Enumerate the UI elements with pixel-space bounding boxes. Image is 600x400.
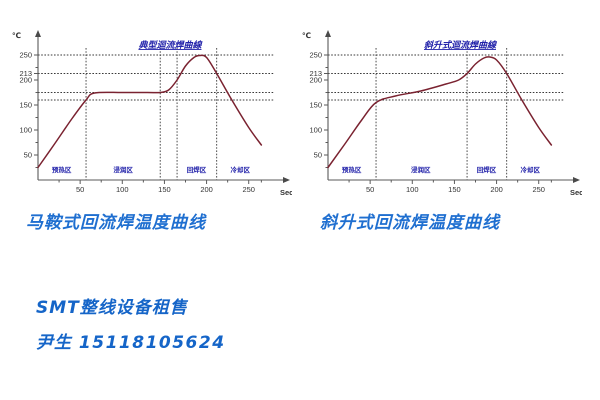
promo-contact: 尹生 15118105624 [36, 328, 226, 353]
zone-label-3: 冷却区 [521, 165, 541, 174]
temperature-profile-curve [37, 54, 263, 169]
y-tick-label-213: 213 [19, 69, 32, 78]
chart-title: 典型迴流焊曲線 [138, 40, 203, 51]
y-tick-label-150: 150 [19, 101, 32, 110]
temperature-profile-curve [327, 56, 553, 169]
zone-label-1: 浸润区 [411, 165, 431, 174]
y-tick-label-150: 150 [309, 101, 322, 110]
x-tick-label-200: 200 [490, 185, 503, 194]
contact-name: 尹生 [36, 333, 72, 353]
zone-label-2: 回焊区 [477, 165, 497, 174]
x-axis-unit-label: Sec [570, 188, 582, 197]
x-tick-label-250: 250 [532, 185, 545, 194]
y-tick-label-250: 250 [309, 51, 322, 60]
x-tick-label-150: 150 [448, 185, 461, 194]
y-axis-arrow-icon [35, 30, 41, 37]
y-tick-label-250: 250 [19, 51, 32, 60]
y-tick-label-100: 100 [19, 126, 32, 135]
x-tick-label-250: 250 [242, 185, 255, 194]
x-tick-label-100: 100 [116, 185, 129, 194]
y-axis-unit-label: ℃ [302, 31, 311, 40]
chart-ramp-profile: 50 100 150 200 213 250 50 100 150 200 250 ℃ Sec 预热区 浸润… [292, 28, 582, 203]
x-tick-label-150: 150 [158, 185, 171, 194]
y-axis-unit-label: ℃ [12, 31, 21, 40]
zone-label-2: 回焊区 [187, 165, 207, 174]
zone-label-3: 冷却区 [231, 165, 251, 174]
charts-row: 50 100 150 200 213 250 50 100 150 200 250 ℃ Sec 预热区 浸润… [0, 28, 600, 203]
y-tick-label-50: 50 [24, 151, 32, 160]
y-tick-label-200: 200 [309, 76, 322, 85]
y-tick-label-213: 213 [309, 69, 322, 78]
caption-left: 马鞍式回流焊温度曲线 [26, 213, 206, 233]
y-tick-label-50: 50 [314, 151, 322, 160]
zone-label-0: 预热区 [52, 165, 72, 174]
promo-headline: SMT整线设备租售 [36, 298, 188, 318]
x-tick-label-50: 50 [76, 185, 84, 194]
x-axis-unit-label: Sec [280, 188, 292, 197]
y-tick-label-200: 200 [19, 76, 32, 85]
zone-label-0: 预热区 [342, 165, 362, 174]
chart-title: 斜升式迴流焊曲線 [424, 40, 498, 51]
x-tick-label-200: 200 [200, 185, 213, 194]
zone-label-1: 浸润区 [113, 165, 133, 174]
x-tick-label-50: 50 [366, 185, 374, 194]
x-axis-arrow-icon [283, 177, 290, 183]
chart-saddle-profile: 50 100 150 200 213 250 50 100 150 200 250 ℃ Sec 预热区 浸润… [2, 28, 292, 203]
caption-right: 斜升式回流焊温度曲线 [320, 213, 500, 233]
y-axis-arrow-icon [325, 30, 331, 37]
y-tick-label-100: 100 [309, 126, 322, 135]
x-axis-arrow-icon [573, 177, 580, 183]
contact-phone: 15118105624 [78, 333, 226, 353]
x-tick-label-100: 100 [406, 185, 419, 194]
